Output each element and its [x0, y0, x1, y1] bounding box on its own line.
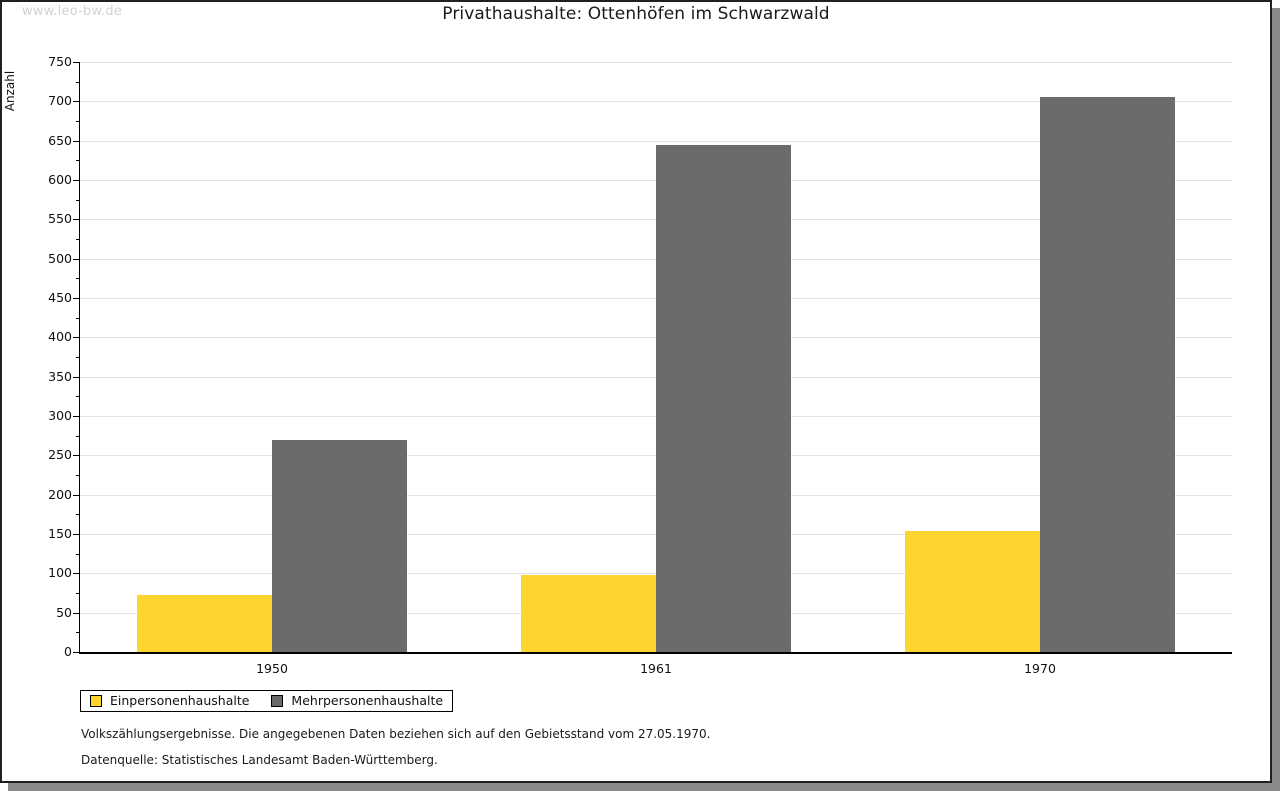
y-axis-minor-tick — [76, 396, 80, 397]
y-axis-tick-label: 700 — [48, 93, 72, 108]
watermark: www.leo-bw.de — [22, 4, 123, 19]
gridline — [80, 62, 1232, 63]
y-axis-tick-label: 50 — [56, 605, 72, 620]
bar-1970-series1 — [905, 531, 1040, 652]
y-axis-minor-tick — [76, 554, 80, 555]
y-axis-minor-tick — [76, 278, 80, 279]
frame-shadow-bottom — [8, 783, 1280, 791]
y-axis-tick — [73, 495, 80, 496]
legend-swatch-icon — [271, 694, 284, 707]
y-axis-tick-label: 250 — [48, 447, 72, 462]
y-axis-tick — [73, 573, 80, 574]
y-axis-minor-tick — [76, 160, 80, 161]
y-axis-minor-tick — [76, 632, 80, 633]
y-axis-tick-label: 500 — [48, 251, 72, 266]
legend-item-1[interactable]: Einpersonenhaushalte — [90, 693, 249, 708]
y-axis-minor-tick — [76, 200, 80, 201]
bar-1970-series2 — [1040, 97, 1175, 652]
y-axis-tick — [73, 613, 80, 614]
x-axis-line — [79, 652, 1232, 654]
y-axis-tick — [73, 259, 80, 260]
y-axis-tick-label: 650 — [48, 133, 72, 148]
gridline — [80, 141, 1232, 142]
y-axis-tick — [73, 455, 80, 456]
y-axis-minor-tick — [76, 318, 80, 319]
y-axis-minor-tick — [76, 357, 80, 358]
y-axis-tick — [73, 652, 80, 653]
y-axis-tick — [73, 377, 80, 378]
y-axis-tick — [73, 180, 80, 181]
legend-swatch-icon — [90, 694, 102, 707]
x-axis-tick-label: 1970 — [1024, 661, 1056, 676]
y-axis-tick-label: 0 — [64, 644, 72, 659]
footnote-1: Volkszählungsergebnisse. Die angegebenen… — [81, 727, 711, 741]
y-axis-tick-label: 350 — [48, 369, 72, 384]
frame-shadow-right — [1272, 8, 1280, 791]
y-axis-minor-tick — [76, 475, 80, 476]
y-axis-tick — [73, 337, 80, 338]
footnote-2: Datenquelle: Statistisches Landesamt Bad… — [81, 753, 438, 767]
y-axis-title-wrap: Anzahl — [2, 62, 20, 122]
y-axis-tick-label: 450 — [48, 290, 72, 305]
y-axis-tick — [73, 219, 80, 220]
y-axis-tick-label: 550 — [48, 211, 72, 226]
y-axis-tick-label: 300 — [48, 408, 72, 423]
y-axis-minor-tick — [76, 514, 80, 515]
y-axis-minor-tick — [76, 82, 80, 83]
y-axis-tick-label: 400 — [48, 329, 72, 344]
y-axis-tick-label: 200 — [48, 487, 72, 502]
page-title: Privathaushalte: Ottenhöfen im Schwarzwa… — [442, 4, 830, 24]
plot-area: 1950 1961 1970 — [73, 62, 1232, 676]
y-axis-tick — [73, 141, 80, 142]
y-axis-tick-label: 150 — [48, 526, 72, 541]
y-axis-tick — [73, 101, 80, 102]
bar-1950-series1 — [137, 595, 272, 652]
y-axis-tick — [73, 62, 80, 63]
y-axis-minor-tick — [76, 121, 80, 122]
x-axis-tick-label: 1961 — [640, 661, 672, 676]
legend-label: Einpersonenhaushalte — [110, 693, 250, 708]
y-axis-tick-label: 100 — [48, 565, 72, 580]
y-axis-tick — [73, 298, 80, 299]
x-axis-tick-label: 1950 — [256, 661, 288, 676]
y-axis-tick-label: 750 — [48, 54, 72, 69]
y-axis-minor-tick — [76, 436, 80, 437]
y-axis-tick — [73, 416, 80, 417]
chart-legend: Einpersonenhaushalte Mehrpersonenhaushalt… — [80, 690, 454, 712]
legend-label: Mehrpersonenhaushalte — [291, 693, 444, 708]
y-axis-minor-tick — [76, 239, 80, 240]
y-axis-tick — [73, 534, 80, 535]
gridline — [80, 101, 1232, 102]
bar-1950-series2 — [272, 440, 407, 652]
legend-item-2[interactable]: Mehrpersonenhaushalte — [271, 693, 443, 708]
y-axis-minor-tick — [76, 593, 80, 594]
y-axis-tick-label: 600 — [48, 172, 72, 187]
bar-1961-series1 — [521, 575, 656, 652]
bar-1961-series2 — [656, 145, 791, 652]
